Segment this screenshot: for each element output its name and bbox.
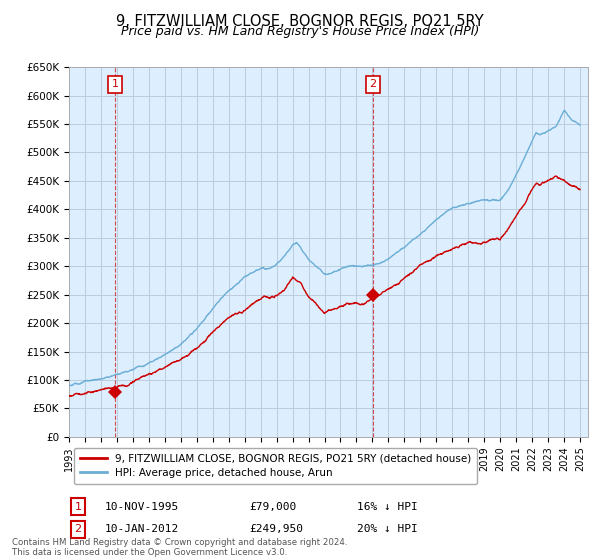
Text: 10-JAN-2012: 10-JAN-2012	[105, 524, 179, 534]
Text: Price paid vs. HM Land Registry's House Price Index (HPI): Price paid vs. HM Land Registry's House …	[121, 25, 479, 38]
Text: 1: 1	[74, 502, 82, 512]
Text: 10-NOV-1995: 10-NOV-1995	[105, 502, 179, 512]
Text: 2: 2	[74, 524, 82, 534]
Text: £249,950: £249,950	[249, 524, 303, 534]
Text: 20% ↓ HPI: 20% ↓ HPI	[357, 524, 418, 534]
Legend: 9, FITZWILLIAM CLOSE, BOGNOR REGIS, PO21 5RY (detached house), HPI: Average pric: 9, FITZWILLIAM CLOSE, BOGNOR REGIS, PO21…	[74, 447, 478, 484]
Text: Contains HM Land Registry data © Crown copyright and database right 2024.
This d: Contains HM Land Registry data © Crown c…	[12, 538, 347, 557]
Text: 1: 1	[112, 80, 119, 89]
Text: 2: 2	[370, 80, 377, 89]
Text: 9, FITZWILLIAM CLOSE, BOGNOR REGIS, PO21 5RY: 9, FITZWILLIAM CLOSE, BOGNOR REGIS, PO21…	[116, 14, 484, 29]
Text: £79,000: £79,000	[249, 502, 296, 512]
Text: 16% ↓ HPI: 16% ↓ HPI	[357, 502, 418, 512]
